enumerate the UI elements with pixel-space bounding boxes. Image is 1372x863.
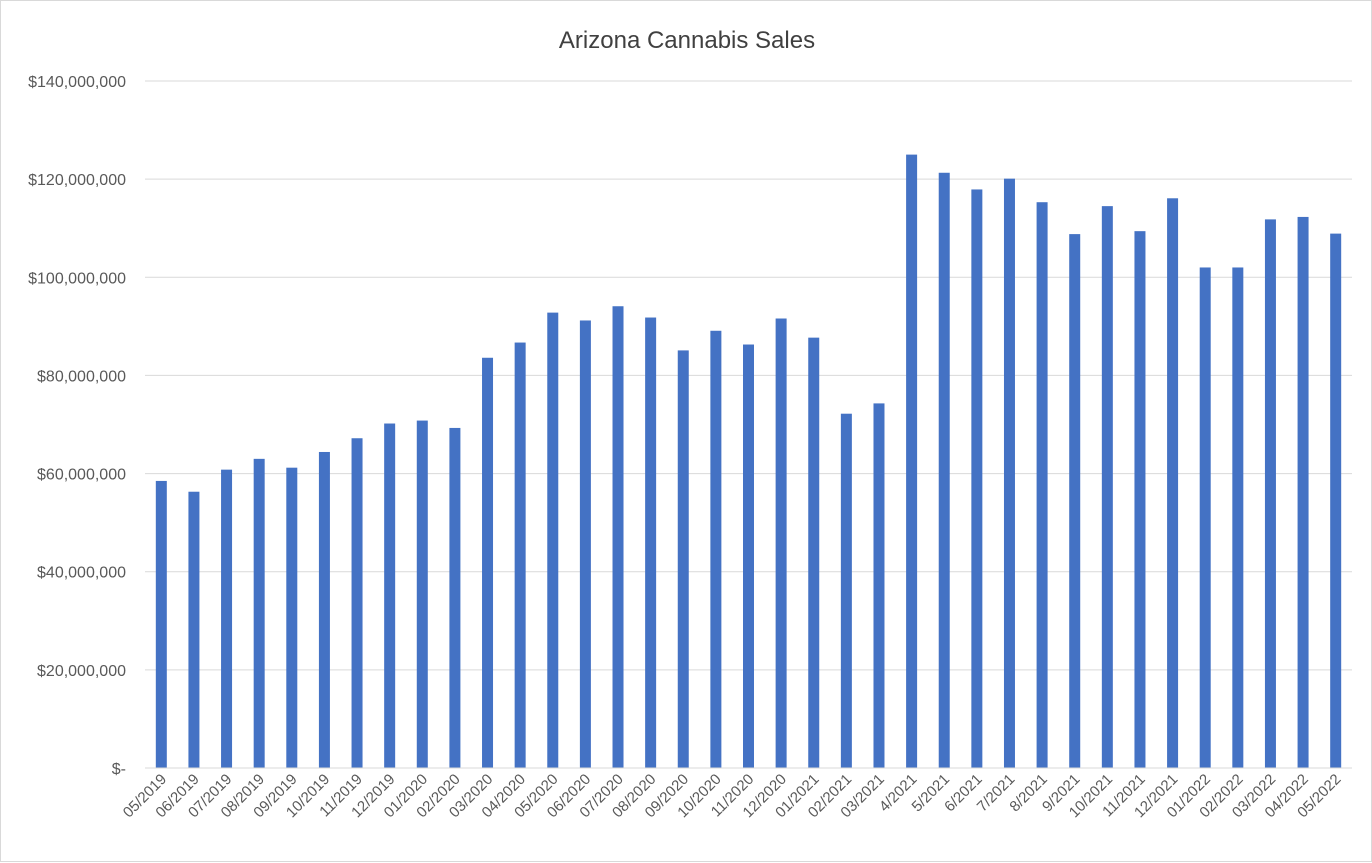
bar: [547, 312, 559, 768]
bar: [1134, 231, 1146, 768]
bar: [743, 344, 754, 768]
y-tick-label: $120,000,000: [28, 172, 126, 189]
bar: [1264, 219, 1276, 769]
y-tick-label: $60,000,000: [37, 467, 126, 484]
bar: [351, 438, 363, 768]
y-tick-labels: $- $20,000,000 $40,000,000 $60,000,000 $80,0…: [28, 74, 126, 778]
bar: [645, 317, 657, 768]
bar: [873, 403, 885, 768]
bar: [938, 172, 950, 769]
y-tick-label: $140,000,000: [28, 74, 126, 91]
bar: [221, 469, 233, 768]
bar: [906, 154, 918, 768]
bar: [1101, 206, 1113, 768]
bar: [808, 337, 820, 768]
y-tick-label: $100,000,000: [28, 270, 126, 287]
bar: [1232, 267, 1244, 768]
bar: [253, 458, 265, 768]
x-tick-labels: 05/201906/201907/201908/201909/201910/20…: [120, 771, 1345, 821]
bar: [1297, 216, 1309, 768]
y-tick-label: $20,000,000: [37, 663, 126, 680]
bar: [1199, 267, 1211, 768]
bar: [612, 306, 624, 768]
bar: [188, 491, 200, 768]
bar: [482, 357, 494, 768]
bar: [1069, 234, 1081, 769]
bar: [1003, 178, 1015, 768]
bar: [1330, 233, 1342, 769]
bar: [449, 427, 461, 768]
bar: [1036, 202, 1048, 768]
bar: [286, 467, 298, 768]
bar: [416, 420, 428, 768]
bar: [318, 451, 330, 768]
bar: [155, 480, 167, 768]
bar: [677, 350, 689, 768]
bar: [384, 423, 396, 768]
y-tick-label: $80,000,000: [37, 368, 126, 385]
bar: [710, 330, 722, 768]
y-tick-label: $-: [112, 761, 126, 778]
bar: [840, 413, 852, 768]
bars: [155, 154, 1342, 769]
bar: [579, 320, 591, 768]
bar: [775, 318, 787, 768]
bar: [1167, 198, 1179, 769]
bar: [514, 342, 526, 768]
bar: [971, 189, 983, 768]
y-tick-label: $40,000,000: [37, 565, 126, 582]
chart-title: Arizona Cannabis Sales: [559, 27, 815, 54]
